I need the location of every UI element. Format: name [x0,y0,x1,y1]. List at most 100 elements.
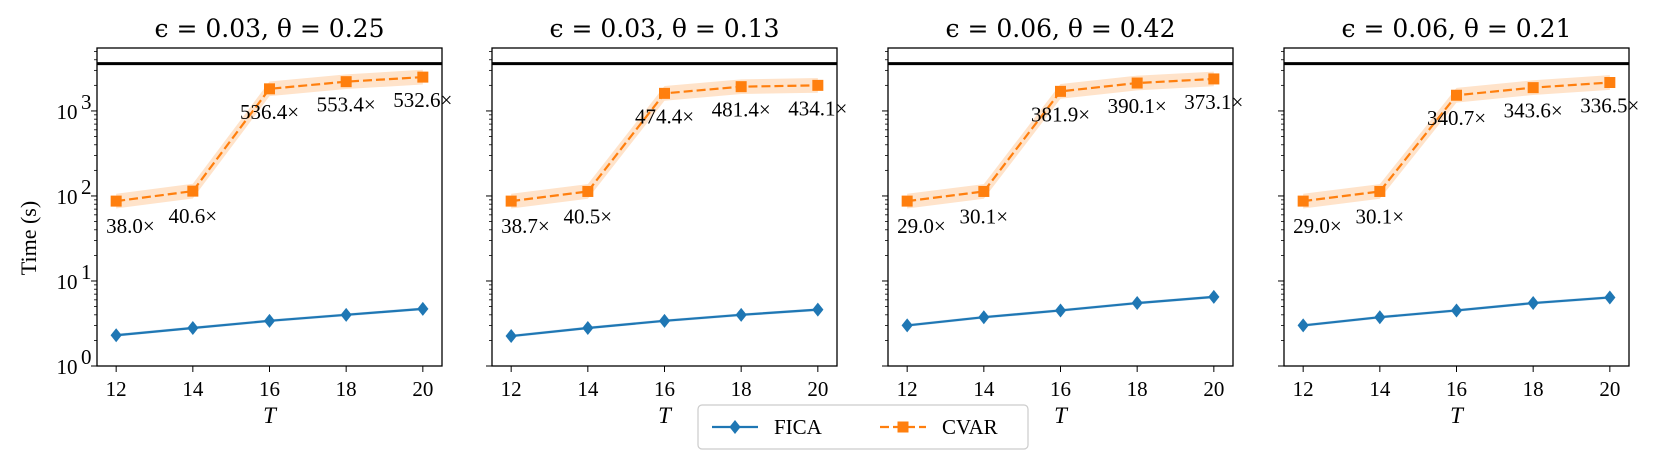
legend-box [697,404,1029,450]
point-cvar [582,185,594,197]
point-cvar [1297,195,1309,207]
speedup-label: 38.0× [106,214,155,238]
x-tick-label: 18 [1127,377,1148,401]
panel-2: ϵ = 0.03, θ = 0.13 12 14 16 18 20 T 38.7× 40.5× 4… [486,14,847,428]
speedup-label: 434.1× [788,96,847,120]
point-fica [110,328,122,343]
point-fica [340,307,352,322]
point-cvar [417,71,429,83]
x-axis-label: T [1450,403,1465,428]
speedup-label: 40.5× [564,204,613,228]
y-axis-label: Time (s) [16,201,41,275]
point-fica [812,302,824,317]
x-tick-label: 14 [973,377,995,401]
panel-title: ϵ = 0.06, θ = 0.21 [1342,14,1572,43]
point-fica [582,320,594,335]
point-cvar [812,79,824,91]
panel-4: ϵ = 0.06, θ = 0.21 12 14 16 18 20 T 29.0× 30.1× 3… [1278,14,1639,428]
x-tick-label: 20 [1203,377,1224,401]
y-tick-label: 10 [57,270,78,294]
point-fica [978,310,990,325]
point-cvar [187,185,199,197]
point-cvar [1451,89,1462,101]
y-tick-exponent: 2 [81,175,92,199]
speedup-label: 390.1× [1108,94,1167,118]
point-fica [263,313,276,328]
point-fica [1527,296,1539,311]
series-band-cvar [907,71,1214,209]
panel-3: ϵ = 0.06, θ = 0.42 12 14 16 18 20 T 29.0× 30.1× 3… [882,14,1243,428]
y-tick-label: 10 [57,185,78,209]
panel-title: ϵ = 0.03, θ = 0.13 [550,14,780,43]
point-cvar [978,185,990,197]
speedup-label: 29.0× [897,214,946,238]
x-tick-label: 14 [182,377,204,401]
x-tick-label: 16 [654,377,675,401]
speedup-label: 30.1× [960,204,1009,228]
x-tick-label: 18 [731,377,752,401]
x-axis-label: T [658,403,673,428]
point-cvar [340,76,352,88]
speedup-label: 474.4× [635,104,694,128]
x-tick-label: 16 [1050,377,1071,401]
point-cvar [901,195,913,207]
y-tick-exponent: 3 [81,90,92,114]
point-fica [735,307,747,322]
legend-label-cvar: CVAR [942,415,998,439]
speedup-label: 343.6× [1504,99,1563,123]
x-tick-label: 12 [501,377,522,401]
point-cvar [1208,73,1220,85]
point-fica [505,329,517,344]
speedup-label: 30.1× [1356,204,1405,228]
series-band-cvar [511,78,818,209]
point-cvar [1527,82,1539,94]
x-tick-label: 12 [897,377,918,401]
speedup-label: 373.1× [1184,90,1243,114]
x-tick-label: 20 [412,377,433,401]
speedup-label: 336.5× [1580,94,1639,118]
series-band-cvar [1303,75,1610,209]
x-tick-label: 12 [106,377,127,401]
point-fica [658,313,671,328]
x-tick-label: 20 [1599,377,1620,401]
point-fica [1208,289,1220,304]
point-cvar [110,195,122,207]
panel-title: ϵ = 0.06, θ = 0.42 [946,14,1176,43]
point-cvar [505,195,517,207]
x-axis-label: T [1054,403,1069,428]
point-cvar [659,87,670,99]
speedup-label: 536.4× [240,100,299,124]
point-cvar [1131,77,1143,89]
legend-marker-cvar [897,421,909,433]
point-fica [417,301,429,316]
panel-title: ϵ = 0.03, θ = 0.25 [155,14,385,43]
speedup-label: 532.6× [393,88,452,112]
x-axis-label: T [263,403,278,428]
point-cvar [1604,77,1616,89]
point-cvar [1055,85,1066,97]
legend-label-fica: FICA [774,415,823,439]
point-cvar [1374,185,1386,197]
point-fica [1450,303,1463,318]
point-fica [1374,310,1386,325]
speedup-label: 29.0× [1293,214,1342,238]
x-tick-label: 14 [577,377,599,401]
speedup-label: 38.7× [501,214,550,238]
x-tick-label: 16 [259,377,280,401]
x-tick-label: 14 [1369,377,1391,401]
x-tick-label: 20 [807,377,828,401]
series-band-cvar [116,69,423,209]
legend: FICA CVAR [697,404,1029,450]
x-tick-label: 18 [1523,377,1544,401]
x-tick-label: 16 [1446,377,1467,401]
x-tick-label: 12 [1293,377,1314,401]
speedup-label: 340.7× [1427,106,1486,130]
point-fica [1131,296,1143,311]
point-fica [1297,318,1309,333]
speedup-label: 40.6× [169,204,218,228]
y-tick-label: 10 [57,100,78,124]
x-tick-label: 18 [336,377,357,401]
y-tick-exponent: 1 [81,260,92,284]
